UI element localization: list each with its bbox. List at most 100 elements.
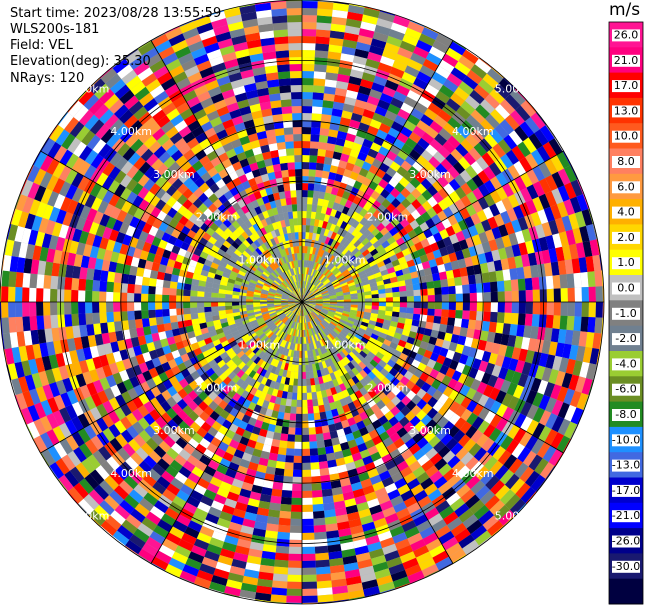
- velocity-gate: [349, 148, 360, 159]
- velocity-gate: [197, 302, 205, 308]
- velocity-gate: [317, 198, 324, 207]
- velocity-gate: [319, 213, 326, 221]
- velocity-gate: [471, 234, 482, 246]
- velocity-gate: [449, 41, 466, 56]
- velocity-gate: [558, 231, 569, 247]
- velocity-gate: [582, 240, 593, 258]
- velocity-gate: [412, 283, 421, 291]
- velocity-gate: [378, 122, 391, 134]
- velocity-gate: [367, 51, 382, 63]
- velocity-gate: [148, 309, 156, 319]
- velocity-gate: [284, 405, 291, 414]
- velocity-gate: [356, 267, 365, 274]
- velocity-gate: [460, 195, 472, 208]
- velocity-gate: [485, 229, 496, 242]
- velocity-gate: [550, 204, 562, 220]
- velocity-gate: [575, 211, 586, 228]
- velocity-gate: [324, 86, 336, 95]
- velocity-gate: [339, 245, 347, 253]
- velocity-gate: [385, 222, 395, 232]
- velocity-gate: [343, 294, 351, 298]
- velocity-gate: [354, 48, 369, 59]
- velocity-gate: [406, 302, 414, 308]
- velocity-gate: [510, 313, 519, 325]
- velocity-gate: [423, 267, 433, 276]
- velocity-gate: [328, 263, 335, 271]
- velocity-gate: [574, 287, 582, 302]
- velocity-gate: [315, 280, 321, 287]
- velocity-gate: [312, 398, 319, 407]
- velocity-gate: [434, 133, 448, 146]
- velocity-gate: [169, 288, 177, 296]
- velocity-gate: [459, 267, 468, 277]
- velocity-gate: [442, 53, 459, 68]
- velocity-gate: [503, 312, 512, 324]
- velocity-gate: [93, 269, 102, 281]
- velocity-gate: [410, 108, 424, 120]
- velocity-gate: [393, 264, 402, 272]
- velocity-gate: [497, 139, 512, 154]
- velocity-gate: [557, 185, 570, 202]
- velocity-gate: [344, 96, 357, 106]
- velocity-gate: [357, 298, 365, 302]
- velocity-gate: [302, 469, 312, 477]
- velocity-gate: [425, 126, 439, 139]
- velocity-gate: [454, 174, 467, 187]
- velocity-gate: [350, 304, 358, 308]
- velocity-gate: [447, 117, 462, 131]
- velocity-gate: [99, 312, 108, 324]
- velocity-gate: [309, 448, 319, 456]
- velocity-gate: [169, 302, 177, 309]
- velocity-gate: [312, 277, 318, 285]
- velocity-gate: [317, 248, 323, 257]
- velocity-gate: [557, 260, 567, 275]
- velocity-gate: [433, 280, 442, 289]
- velocity-gate: [292, 483, 302, 491]
- velocity-gate: [323, 192, 331, 201]
- velocity-gate: [427, 102, 442, 116]
- velocity-gate: [315, 552, 330, 561]
- velocity-gate: [370, 248, 379, 257]
- velocity-gate: [190, 313, 199, 320]
- velocity-gate: [502, 183, 515, 198]
- velocity-gate: [396, 274, 405, 282]
- velocity-gate: [336, 297, 344, 301]
- velocity-gate: [380, 188, 391, 199]
- velocity-gate: [352, 164, 362, 175]
- velocity-gate: [176, 314, 185, 322]
- velocity-gate: [470, 64, 487, 79]
- velocity-gate: [481, 241, 492, 254]
- velocity-gate: [315, 433, 324, 442]
- velocity-gate: [368, 278, 377, 284]
- velocity-gate: [431, 214, 442, 225]
- velocity-gate: [538, 162, 552, 179]
- velocity-gate: [311, 113, 322, 121]
- velocity-gate: [573, 272, 582, 288]
- velocity-gate: [302, 162, 310, 170]
- velocity-gate: [319, 265, 325, 273]
- velocity-gate: [409, 149, 421, 161]
- velocity-gate: [523, 265, 532, 279]
- velocity-gate: [349, 267, 357, 274]
- velocity-gate: [335, 137, 346, 147]
- velocity-gate: [429, 46, 446, 60]
- velocity-gate: [288, 546, 302, 554]
- velocity-gate: [315, 426, 323, 435]
- velocity-gate: [385, 193, 396, 204]
- velocity-gate: [338, 264, 346, 272]
- velocity-gate: [328, 273, 335, 280]
- velocity-gate: [343, 231, 352, 240]
- velocity-gate: [331, 267, 339, 274]
- velocity-gate: [428, 258, 438, 268]
- velocity-gate: [302, 148, 311, 156]
- velocity-gate: [506, 208, 518, 222]
- velocity-gate: [341, 286, 350, 292]
- velocity-gate: [106, 311, 114, 323]
- velocity-gate: [306, 291, 312, 297]
- velocity-gate: [305, 260, 309, 268]
- velocity-gate: [134, 302, 142, 311]
- velocity-gate: [143, 268, 152, 278]
- velocity-gate: [444, 262, 453, 272]
- velocity-gate: [107, 321, 116, 333]
- velocity-gate: [445, 153, 459, 167]
